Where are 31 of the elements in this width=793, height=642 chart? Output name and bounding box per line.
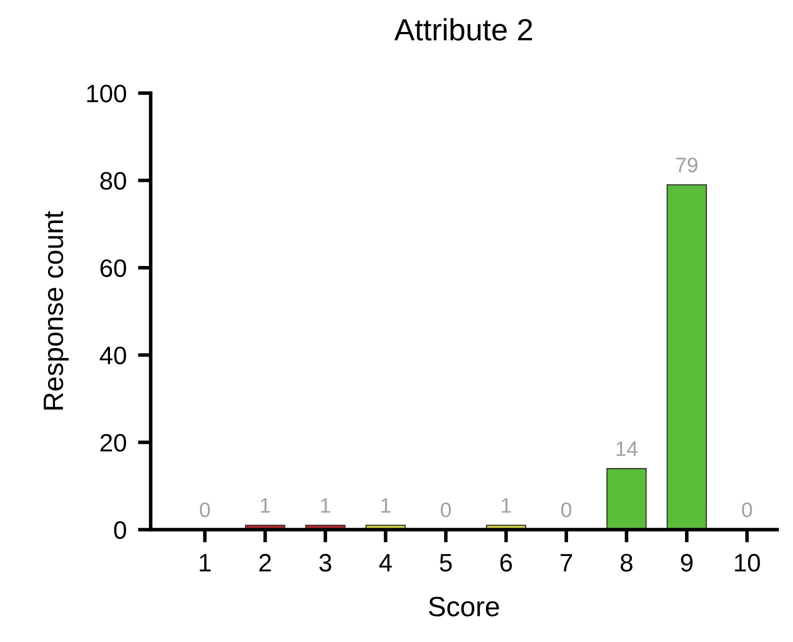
x-tick-label: 4 (379, 554, 392, 572)
data-label: 14 (616, 442, 638, 456)
x-tick-label: 2 (259, 554, 271, 572)
y-tick-label: 0 (114, 521, 126, 539)
x-axis-title: Score (428, 596, 499, 616)
data-label: 0 (561, 502, 572, 518)
chart-title: Attribute 2 (394, 18, 532, 41)
x-tick-label: 9 (681, 554, 693, 572)
x-tick-label: 8 (620, 554, 632, 572)
data-label: 0 (742, 502, 752, 518)
y-tick-label: 40 (100, 346, 126, 364)
data-label: 0 (200, 502, 210, 518)
y-tick-label: 100 (87, 84, 126, 102)
data-label: 79 (676, 158, 698, 172)
x-tick-label: 6 (500, 554, 512, 572)
data-label: 0 (440, 502, 451, 518)
bar (666, 184, 707, 530)
x-tick-label: 3 (319, 554, 332, 572)
data-label: 1 (321, 498, 330, 513)
x-tick-label: 7 (560, 554, 572, 572)
bar (606, 468, 647, 530)
x-tick-label: 1 (200, 554, 211, 572)
y-axis-title: Response count (44, 211, 69, 410)
y-tick-label: 60 (100, 259, 126, 278)
data-label: 1 (381, 498, 390, 513)
x-tick-label: 10 (735, 554, 760, 572)
x-tick-label: 5 (440, 554, 452, 572)
data-label: 1 (260, 498, 270, 513)
y-tick-label: 80 (100, 172, 126, 190)
data-label: 1 (502, 498, 511, 513)
y-tick-label: 20 (100, 434, 126, 452)
